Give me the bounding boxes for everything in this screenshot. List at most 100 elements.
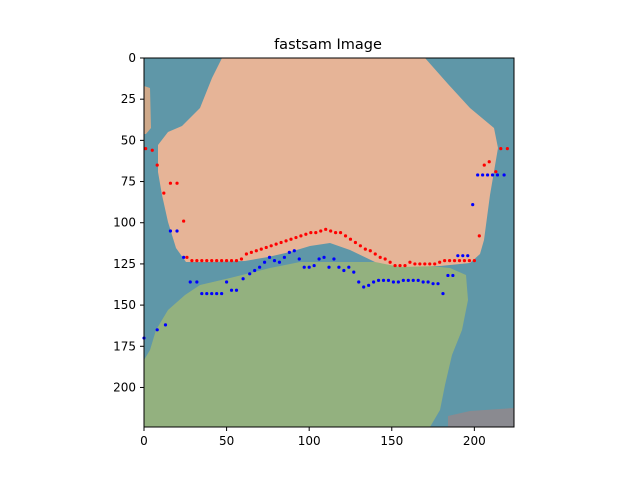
point-series2-35 <box>337 265 341 269</box>
point-series1-67 <box>482 163 486 167</box>
point-series2-66 <box>490 173 495 177</box>
point-series1-24 <box>269 244 273 248</box>
point-series1-25 <box>274 242 278 246</box>
point-series2-45 <box>386 278 391 282</box>
point-series2-37 <box>347 265 351 269</box>
point-series2-49 <box>406 278 410 282</box>
x-tick-label-3: 150 <box>380 434 403 448</box>
point-series2-40 <box>362 285 366 289</box>
point-series1-8 <box>190 259 194 263</box>
point-series2-6 <box>188 280 192 284</box>
point-series1-43 <box>363 247 367 251</box>
lower-mask-region <box>144 262 468 427</box>
point-series2-63 <box>476 173 480 177</box>
segmentation-image <box>144 58 514 427</box>
point-series2-64 <box>481 173 485 177</box>
point-series2-50 <box>411 278 415 282</box>
point-series2-18 <box>253 268 257 273</box>
x-tick-label-1: 50 <box>219 434 234 448</box>
point-series2-60 <box>461 254 465 258</box>
point-series1-51 <box>403 263 407 268</box>
point-series1-65 <box>472 259 476 263</box>
point-series1-31 <box>304 232 308 236</box>
point-series2-7 <box>195 280 199 284</box>
point-series1-44 <box>368 249 372 253</box>
point-series2-38 <box>352 270 356 274</box>
point-series2-47 <box>396 280 400 284</box>
point-series1-16 <box>229 259 234 263</box>
y-tick-label-6: 150 <box>113 298 136 312</box>
x-tick-label-0: 0 <box>140 434 148 448</box>
point-series1-10 <box>200 259 204 263</box>
point-series1-36 <box>329 229 333 233</box>
x-tick-label-2: 100 <box>298 434 321 448</box>
point-series2-48 <box>401 278 405 282</box>
point-series2-65 <box>485 173 490 177</box>
point-series2-59 <box>456 254 460 258</box>
point-series2-57 <box>446 273 450 278</box>
point-series2-16 <box>241 277 245 281</box>
point-series1-45 <box>373 252 377 256</box>
point-series1-38 <box>338 231 343 235</box>
point-series1-29 <box>294 235 298 240</box>
y-tick-label-5: 125 <box>113 257 136 271</box>
point-series2-42 <box>371 280 376 284</box>
point-series2-26 <box>292 249 296 253</box>
point-series2-14 <box>229 288 234 292</box>
point-series1-28 <box>289 237 293 241</box>
point-series1-2 <box>155 163 159 167</box>
point-series2-23 <box>277 260 282 264</box>
point-series2-33 <box>327 265 331 269</box>
point-series2-32 <box>322 255 326 259</box>
point-series1-3 <box>162 191 166 195</box>
point-series2-2 <box>163 323 168 327</box>
point-series2-21 <box>267 255 272 259</box>
point-series2-36 <box>342 268 346 273</box>
y-axis: 0 25 50 75 100 125 150 175 200 <box>113 51 144 394</box>
point-series1-4 <box>168 181 173 185</box>
point-series2-13 <box>224 280 229 284</box>
point-series2-44 <box>381 278 386 282</box>
y-tick-label-8: 200 <box>113 380 136 394</box>
point-series2-62 <box>471 203 475 207</box>
point-series1-54 <box>418 262 422 266</box>
point-series1-7 <box>185 255 189 259</box>
x-tick-label-4: 200 <box>463 434 486 448</box>
point-series2-27 <box>297 257 301 261</box>
point-series2-67 <box>495 173 500 177</box>
point-series2-52 <box>421 280 425 284</box>
point-series2-19 <box>258 265 262 269</box>
point-series1-37 <box>334 231 338 235</box>
point-series1-27 <box>284 239 288 243</box>
point-series1-5 <box>175 181 179 185</box>
point-series1-13 <box>215 259 219 263</box>
point-series2-29 <box>307 265 311 269</box>
point-series1-35 <box>324 227 328 231</box>
y-tick-label-4: 100 <box>113 216 136 230</box>
left-edge-region <box>144 86 151 134</box>
point-series1-9 <box>195 259 199 263</box>
point-series2-43 <box>376 278 381 282</box>
chart-title: fastsam Image <box>274 37 382 53</box>
y-tick-label-7: 175 <box>113 339 136 353</box>
upper-mask-region <box>158 58 498 267</box>
point-series1-26 <box>279 240 283 245</box>
point-series1-48 <box>388 260 392 264</box>
point-series1-64 <box>467 259 472 263</box>
point-series1-61 <box>452 259 457 263</box>
point-series2-31 <box>317 257 321 261</box>
point-series2-10 <box>210 291 214 296</box>
point-series2-53 <box>426 280 430 284</box>
point-series1-71 <box>505 147 509 151</box>
point-series1-53 <box>413 262 417 266</box>
x-axis: 0 50 100 150 200 <box>140 427 486 448</box>
point-series1-22 <box>259 247 263 251</box>
point-series2-39 <box>357 280 361 284</box>
point-series1-59 <box>443 259 447 263</box>
point-series1-23 <box>264 245 268 250</box>
point-series1-1 <box>150 148 154 152</box>
point-series2-46 <box>391 280 396 284</box>
point-series1-33 <box>314 231 318 235</box>
point-series1-57 <box>433 262 437 266</box>
point-series2-8 <box>200 291 204 296</box>
